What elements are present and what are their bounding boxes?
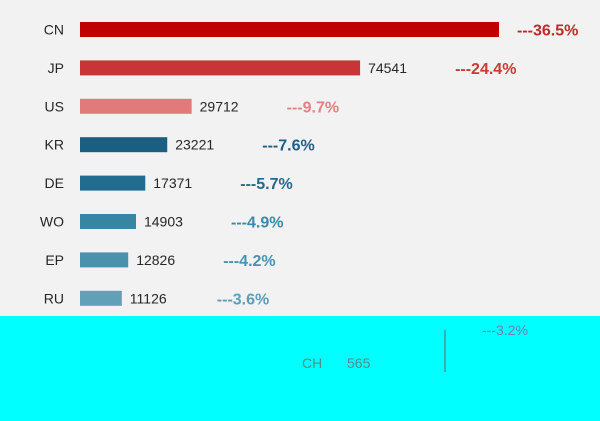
bar-ep [80,252,129,268]
value-label-jp: 74541 [368,60,407,76]
category-label-jp: JP [48,60,64,76]
share-label-ep: ---4.2% [223,253,275,270]
share-label-jp: ---24.4% [455,61,516,78]
share-label-wo: ---4.9% [231,215,283,232]
bar-de [80,175,146,191]
overexposed-band [0,316,600,421]
value-label-de: 17371 [153,175,192,191]
bar-wo [80,214,136,229]
share-label-de: ---5.7% [240,176,292,193]
bar-cn [80,22,499,37]
bar-ru [80,290,122,306]
category-label-ep: EP [45,252,64,268]
bar-us [80,98,192,114]
category-label-us: US [45,98,64,114]
share-label-kr: ---7.6% [262,138,314,155]
faded-value-ch: 565 [347,355,371,371]
faded-category-ch: CH [302,355,322,371]
category-label-ru: RU [44,290,64,306]
value-label-wo: 14903 [144,214,183,230]
value-label-us: 29712 [200,98,239,114]
faded-share-label: ---3.2% [482,322,528,338]
value-label-kr: 23221 [175,137,214,153]
category-label-de: DE [45,175,64,191]
category-label-kr: KR [45,137,64,153]
category-label-wo: WO [40,214,64,230]
bar-kr [80,137,168,153]
bar-jp [80,60,361,76]
share-label-us: ---9.7% [287,99,339,116]
category-label-cn: CN [44,22,64,38]
value-label-ep: 12826 [136,252,175,268]
share-label-cn: ---36.5% [517,23,578,40]
value-label-ru: 11126 [130,290,167,306]
share-label-ru: ---3.6% [217,291,269,308]
